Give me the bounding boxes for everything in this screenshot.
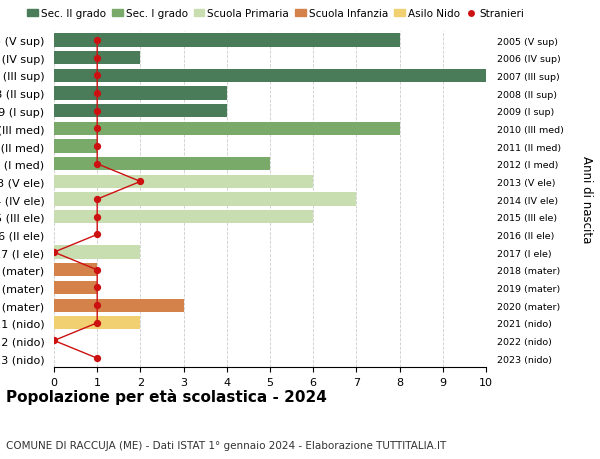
Point (92, 355, 102, 362)
Point (92, 213, 102, 221)
Bar (54, 158, 270, 171)
Bar (54, 281, 97, 295)
Point (92, 161, 102, 168)
Bar (54, 299, 184, 312)
Point (92, 108, 102, 115)
Point (92, 196, 102, 203)
Point (92, 125, 102, 133)
Bar (54, 87, 227, 101)
Bar (54, 193, 356, 206)
Bar (54, 52, 140, 65)
Bar (54, 317, 140, 330)
Bar (54, 70, 486, 83)
Point (92, 73, 102, 80)
Point (92, 55, 102, 62)
Point (49, 249, 59, 256)
Bar (54, 34, 400, 48)
Y-axis label: Anni di nascita: Anni di nascita (580, 156, 593, 243)
Text: Popolazione per età scolastica - 2024: Popolazione per età scolastica - 2024 (6, 388, 327, 404)
Legend: Sec. II grado, Sec. I grado, Scuola Primaria, Scuola Infanzia, Asilo Nido, Stran: Sec. II grado, Sec. I grado, Scuola Prim… (23, 5, 529, 23)
Point (92, 231, 102, 239)
Bar (54, 263, 97, 277)
Bar (54, 140, 97, 153)
Point (92, 90, 102, 97)
Point (92, 284, 102, 291)
Point (92, 319, 102, 327)
Point (92, 302, 102, 309)
Point (92, 267, 102, 274)
Bar (54, 211, 313, 224)
Bar (54, 246, 140, 259)
Point (92, 143, 102, 151)
Point (49, 337, 59, 344)
Bar (54, 105, 227, 118)
Point (136, 179, 145, 186)
Bar (54, 175, 313, 189)
Text: COMUNE DI RACCUJA (ME) - Dati ISTAT 1° gennaio 2024 - Elaborazione TUTTITALIA.IT: COMUNE DI RACCUJA (ME) - Dati ISTAT 1° g… (6, 440, 446, 450)
Point (92, 37, 102, 45)
Bar (54, 123, 400, 136)
